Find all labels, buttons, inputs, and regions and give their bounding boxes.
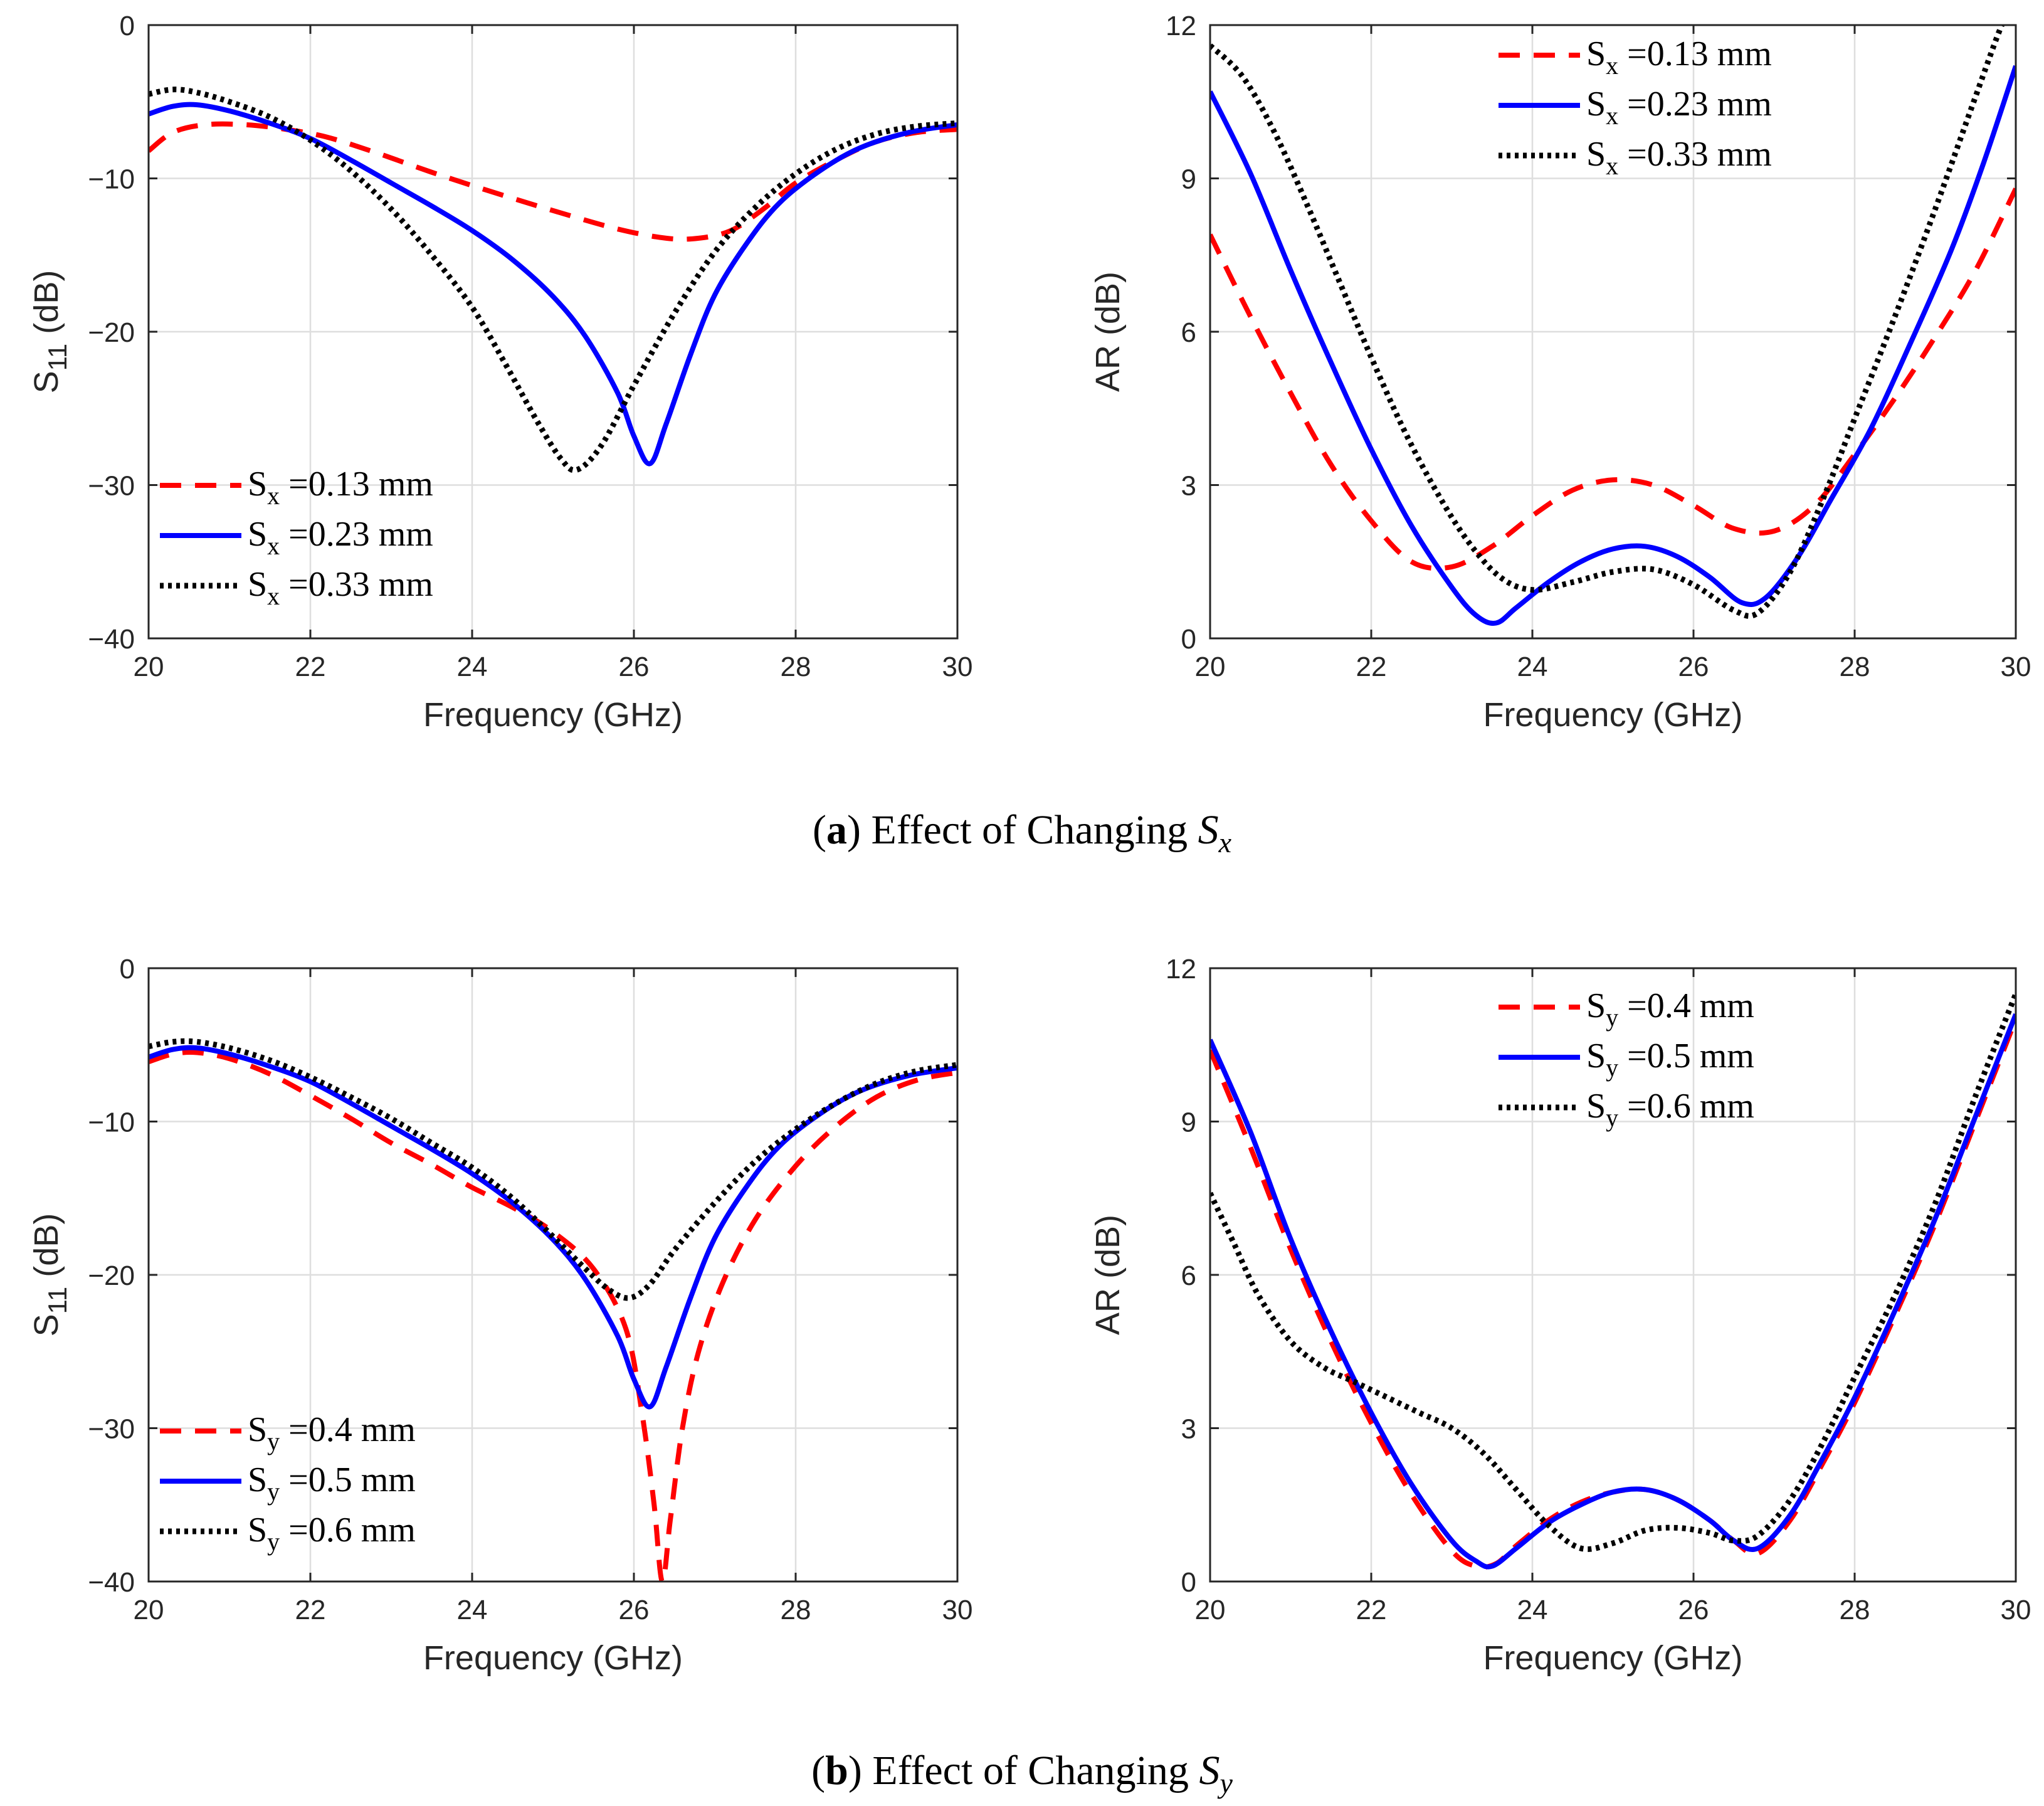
panel-s11-sy: 20 22 24 26 28 30 0 −10 −20 −30 −40 Frequency (GHz)… bbox=[28, 954, 972, 1677]
panel-s11-sx: 20 22 24 26 28 30 0 −10 −20 −30 −40 Frequency (GHz)… bbox=[28, 11, 972, 734]
y-tick-label: 0 bbox=[1181, 624, 1196, 655]
x-axis-label: Frequency (GHz) bbox=[1483, 696, 1742, 734]
y-tick-label: 12 bbox=[1166, 954, 1196, 985]
x-tick-label: 30 bbox=[942, 1595, 973, 1625]
y-axis-label: AR (dB) bbox=[1089, 272, 1127, 392]
x-tick-label: 26 bbox=[1678, 652, 1709, 682]
legend-entry: Sx =0.23 mm bbox=[248, 515, 433, 560]
legend-entry: Sy =0.4 mm bbox=[248, 1410, 416, 1455]
series-line-dotted bbox=[149, 87, 957, 473]
legend-entry: Sx =0.23 mm bbox=[1586, 85, 1772, 130]
series-line-solid bbox=[149, 1045, 957, 1410]
y-tick-label: 6 bbox=[1181, 1260, 1196, 1291]
y-tick-label: 0 bbox=[120, 954, 135, 985]
y-axis-label: S11 (dB) bbox=[28, 1213, 72, 1337]
x-tick-label: 20 bbox=[1195, 1595, 1226, 1625]
x-tick-label: 22 bbox=[295, 652, 326, 682]
series-line-dashed bbox=[149, 1050, 957, 1582]
y-tick-label: −10 bbox=[88, 164, 135, 195]
legend: Sy =0.4 mm Sy =0.5 mm Sy =0.6 mm bbox=[160, 1410, 416, 1556]
x-tick-label: 30 bbox=[942, 652, 973, 682]
caption-a: (a) Effect of Changing Sx bbox=[813, 807, 1232, 858]
y-tick-label: −30 bbox=[88, 1414, 135, 1445]
legend-entry: Sy =0.5 mm bbox=[1586, 1037, 1754, 1082]
x-tick-label: 20 bbox=[1195, 652, 1226, 682]
y-tick-label: 9 bbox=[1181, 164, 1196, 195]
y-axis-label: S11 (dB) bbox=[28, 270, 72, 394]
y-tick-label: 12 bbox=[1166, 11, 1196, 41]
series-line-solid bbox=[1210, 1013, 2016, 1570]
panel-ar-sy: 20 22 24 26 28 30 0 3 6 9 12 Frequency (GHz) AR (dB)… bbox=[1089, 954, 2031, 1677]
legend: Sx =0.13 mm Sx =0.23 mm Sx =0.33 mm bbox=[1499, 34, 1772, 180]
series-line-dashed bbox=[149, 121, 957, 242]
legend-entry: Sy =0.6 mm bbox=[248, 1511, 416, 1556]
x-tick-label: 20 bbox=[134, 652, 164, 682]
y-tick-label: 9 bbox=[1181, 1107, 1196, 1138]
x-tick-label: 26 bbox=[1678, 1595, 1709, 1625]
x-tick-label: 22 bbox=[1356, 1595, 1387, 1625]
y-tick-label: −20 bbox=[88, 1260, 135, 1291]
x-tick-label: 22 bbox=[1356, 652, 1387, 682]
x-tick-label: 20 bbox=[134, 1595, 164, 1625]
x-tick-label: 28 bbox=[781, 652, 811, 682]
x-tick-label: 24 bbox=[457, 1595, 488, 1625]
series-line-solid bbox=[1210, 65, 2016, 626]
y-tick-label: −30 bbox=[88, 471, 135, 502]
x-tick-label: 30 bbox=[2001, 652, 2031, 682]
y-tick-label: 6 bbox=[1181, 317, 1196, 348]
series-line-dotted bbox=[1210, 993, 2016, 1552]
x-tick-label: 28 bbox=[1840, 1595, 1870, 1625]
legend-entry: Sx =0.13 mm bbox=[1586, 34, 1772, 80]
y-tick-label: 3 bbox=[1181, 1414, 1196, 1445]
x-axis-label: Frequency (GHz) bbox=[1483, 1639, 1742, 1677]
series-line-dotted bbox=[149, 1038, 957, 1301]
caption-b: (b) Effect of Changing Sy bbox=[811, 1748, 1233, 1799]
x-tick-label: 26 bbox=[619, 652, 650, 682]
x-tick-label: 24 bbox=[1517, 1595, 1548, 1625]
series-line-solid bbox=[149, 102, 957, 467]
y-axis-label: AR (dB) bbox=[1089, 1215, 1127, 1335]
legend: Sx =0.13 mm Sx =0.23 mm Sx =0.33 mm bbox=[160, 465, 433, 610]
x-axis-label: Frequency (GHz) bbox=[423, 696, 683, 734]
x-axis-label: Frequency (GHz) bbox=[423, 1639, 683, 1677]
y-tick-label: 3 bbox=[1181, 471, 1196, 502]
y-tick-label: 0 bbox=[120, 11, 135, 41]
x-tick-label: 22 bbox=[295, 1595, 326, 1625]
legend-entry: Sy =0.4 mm bbox=[1586, 986, 1754, 1032]
y-tick-label: −40 bbox=[88, 1567, 135, 1598]
x-tick-label: 24 bbox=[457, 652, 488, 682]
x-tick-label: 28 bbox=[1840, 652, 1870, 682]
legend-entry: Sy =0.5 mm bbox=[248, 1460, 416, 1506]
x-tick-label: 24 bbox=[1517, 652, 1548, 682]
legend: Sy =0.4 mm Sy =0.5 mm Sy =0.6 mm bbox=[1499, 986, 1754, 1132]
panel-ar-sx: 20 22 24 26 28 30 0 3 6 9 12 Frequency (GHz) AR (dB)… bbox=[1089, 11, 2031, 734]
x-tick-label: 30 bbox=[2001, 1595, 2031, 1625]
y-tick-label: −20 bbox=[88, 317, 135, 348]
y-tick-label: −10 bbox=[88, 1107, 135, 1138]
y-tick-label: −40 bbox=[88, 624, 135, 655]
y-tick-label: 0 bbox=[1181, 1567, 1196, 1598]
legend-entry: Sx =0.33 mm bbox=[1586, 135, 1772, 180]
x-tick-label: 26 bbox=[619, 1595, 650, 1625]
legend-entry: Sy =0.6 mm bbox=[1586, 1087, 1754, 1132]
legend-entry: Sx =0.13 mm bbox=[248, 465, 433, 510]
x-tick-label: 28 bbox=[781, 1595, 811, 1625]
series-line-dashed bbox=[1210, 187, 2016, 571]
legend-entry: Sx =0.33 mm bbox=[248, 565, 433, 610]
